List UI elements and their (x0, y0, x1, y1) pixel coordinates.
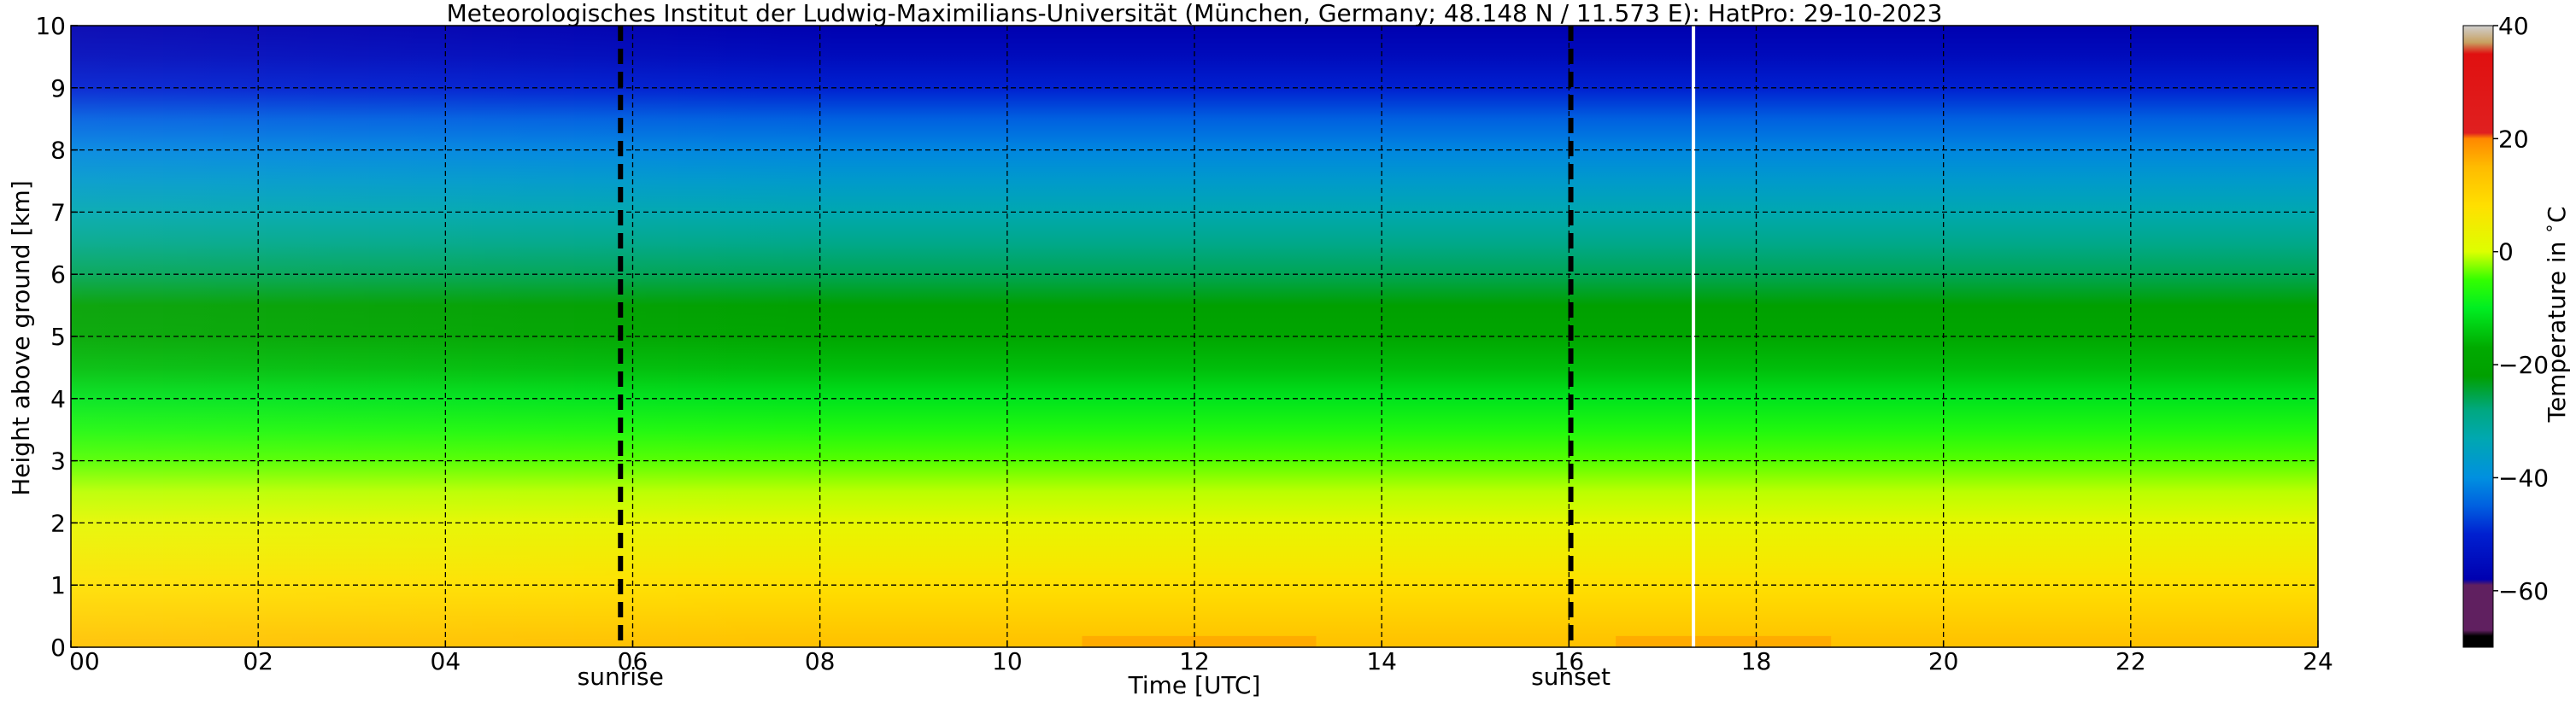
y-axis-label: Height above ground [km] (7, 180, 35, 496)
x-tick-label-12: 12 (1179, 647, 1210, 675)
y-tick-label-2: 2 (50, 509, 66, 537)
y-tick-label-10: 10 (35, 12, 66, 40)
y-tick-label-8: 8 (50, 137, 66, 165)
y-tick-label-3: 3 (50, 447, 66, 476)
x-tick-label-22: 22 (2115, 647, 2146, 675)
sunset-label: sunset (1531, 663, 1611, 691)
x-tick-label-24: 24 (2303, 647, 2333, 675)
x-tick-label-00: 00 (69, 647, 100, 675)
y-tick-label-0: 0 (50, 634, 66, 662)
x-axis-label: Time [UTC] (1128, 671, 1261, 699)
warm-surface-patch-2 (1616, 635, 1832, 647)
event-lines: sunrise sunset (578, 26, 1611, 691)
colorbar-scale (2462, 25, 2494, 648)
x-tick-label-08: 08 (805, 647, 836, 675)
y-tick-label-1: 1 (50, 571, 66, 599)
x-tick-label-16: 16 (1554, 647, 1585, 675)
x-tick-label-20: 20 (1928, 647, 1959, 675)
colorbar-tick-label-1: 20 (2498, 125, 2529, 153)
warm-surface-patch-1 (1082, 635, 1317, 647)
y-tick-label-9: 9 (50, 74, 66, 102)
y-tick-label-4: 4 (50, 385, 66, 413)
sunrise-label: sunrise (578, 663, 664, 691)
x-tick-label-18: 18 (1741, 647, 1772, 675)
colorbar-tick-label-0: 40 (2498, 12, 2529, 40)
grid-lines (71, 26, 2318, 647)
colorbar-tick-label-4: −40 (2498, 464, 2549, 492)
y-tick-label-5: 5 (50, 323, 66, 351)
x-tick-label-06: 06 (618, 647, 648, 675)
x-tick-label-14: 14 (1366, 647, 1397, 675)
colorbar: 40 20 0 −20 −40 −60 (2462, 12, 2549, 648)
y-tick-label-6: 6 (50, 260, 66, 289)
colorbar-tick-label-2: 0 (2498, 238, 2514, 266)
chart-title: Meteorologisches Institut der Ludwig-Max… (447, 0, 1943, 27)
colorbar-label: Temperature in ∘C (2538, 207, 2571, 424)
x-tick-label-10: 10 (992, 647, 1023, 675)
colorbar-tick-label-3: −20 (2498, 351, 2549, 379)
y-tick-label-7: 7 (50, 198, 66, 226)
colorbar-tick-label-5: −60 (2498, 577, 2549, 605)
x-tick-label-04: 04 (431, 647, 461, 675)
x-tick-label-02: 02 (243, 647, 273, 675)
